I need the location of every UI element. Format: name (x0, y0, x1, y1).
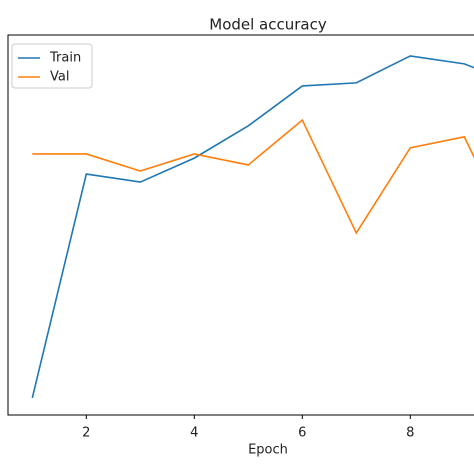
legend-label: Val (50, 70, 69, 85)
x-axis-label: Epoch (248, 443, 288, 458)
legend-label: Train (49, 51, 81, 66)
line (31, 55, 474, 399)
legend: Train Val (11, 43, 93, 89)
x-tick-label: 2 (82, 426, 90, 441)
plot-frame (7, 34, 474, 416)
x-tick-label: 8 (406, 426, 414, 441)
x-tick-label: 4 (190, 426, 198, 441)
x-tick-label: 6 (298, 426, 306, 441)
line (32, 118, 474, 235)
chart-title: Model accuracy (209, 16, 327, 34)
